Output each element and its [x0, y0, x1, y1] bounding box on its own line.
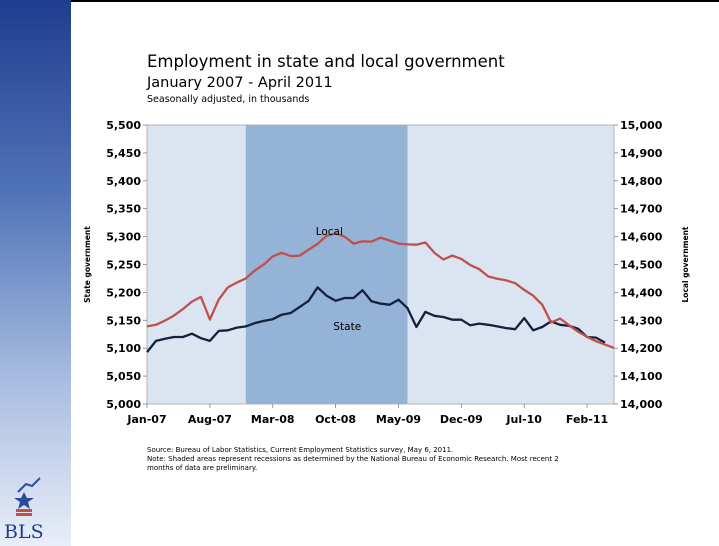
y-tick-label: 5,100: [106, 342, 141, 355]
x-tick-label: Oct-08: [315, 413, 356, 426]
y2-tick-label: 14,300: [620, 314, 663, 327]
left-accent-bar: [0, 0, 71, 546]
y-tick-label: 5,150: [106, 314, 141, 327]
y2-tick-label: 14,500: [620, 259, 663, 272]
source-note: Source: Bureau of Labor Statistics, Curr…: [147, 446, 454, 454]
units-note: Seasonally adjusted, in thousands: [147, 94, 310, 105]
y2-axis-label: Local government: [681, 226, 690, 302]
recession-shading: [245, 125, 408, 404]
x-tick-label: May-09: [376, 413, 421, 426]
y-tick-label: 5,500: [106, 119, 141, 132]
y2-tick-label: 14,200: [620, 342, 663, 355]
x-tick-label: Feb-11: [566, 413, 608, 426]
series-annotation-local: Local: [316, 226, 343, 238]
bls-logo: BLS: [4, 477, 44, 542]
series-line-local: [146, 232, 615, 349]
y-tick-label: 5,450: [106, 147, 141, 160]
bls-logo-text: BLS: [4, 521, 44, 542]
x-tick-label: Dec-09: [440, 413, 483, 426]
chart-subtitle: January 2007 - April 2011: [147, 75, 333, 91]
series-line-state: [146, 286, 606, 353]
series-annotation-state: State: [333, 321, 361, 333]
x-tick-label: Aug-07: [188, 413, 232, 426]
chart-title: Employment in state and local government: [147, 52, 505, 71]
y2-tick-label: 14,000: [620, 398, 663, 411]
x-tick-label: Jul-10: [505, 413, 542, 426]
y2-tick-label: 14,800: [620, 175, 663, 188]
y2-tick-label: 14,600: [620, 231, 663, 244]
y-tick-label: 5,350: [106, 203, 141, 216]
y2-tick-label: 14,700: [620, 203, 663, 216]
y-axis-label: State government: [83, 226, 92, 303]
x-tick-label: Mar-08: [251, 413, 295, 426]
y-tick-label: 5,300: [106, 231, 141, 244]
y-tick-label: 5,000: [106, 398, 141, 411]
y-tick-label: 5,400: [106, 175, 141, 188]
y-tick-label: 5,250: [106, 259, 141, 272]
y2-tick-label: 14,900: [620, 147, 663, 160]
y-tick-label: 5,050: [106, 370, 141, 383]
bls-emblem-icon: [14, 477, 41, 516]
y2-tick-label: 14,100: [620, 370, 663, 383]
footnotes: Source: Bureau of Labor Statistics, Curr…: [147, 446, 577, 473]
y2-tick-label: 14,400: [620, 286, 663, 299]
y-tick-label: 5,200: [106, 286, 141, 299]
x-tick-label: Jan-07: [126, 413, 166, 426]
recession-note: Note: Shaded areas represent recessions …: [147, 455, 559, 472]
y2-tick-label: 15,000: [620, 119, 663, 132]
